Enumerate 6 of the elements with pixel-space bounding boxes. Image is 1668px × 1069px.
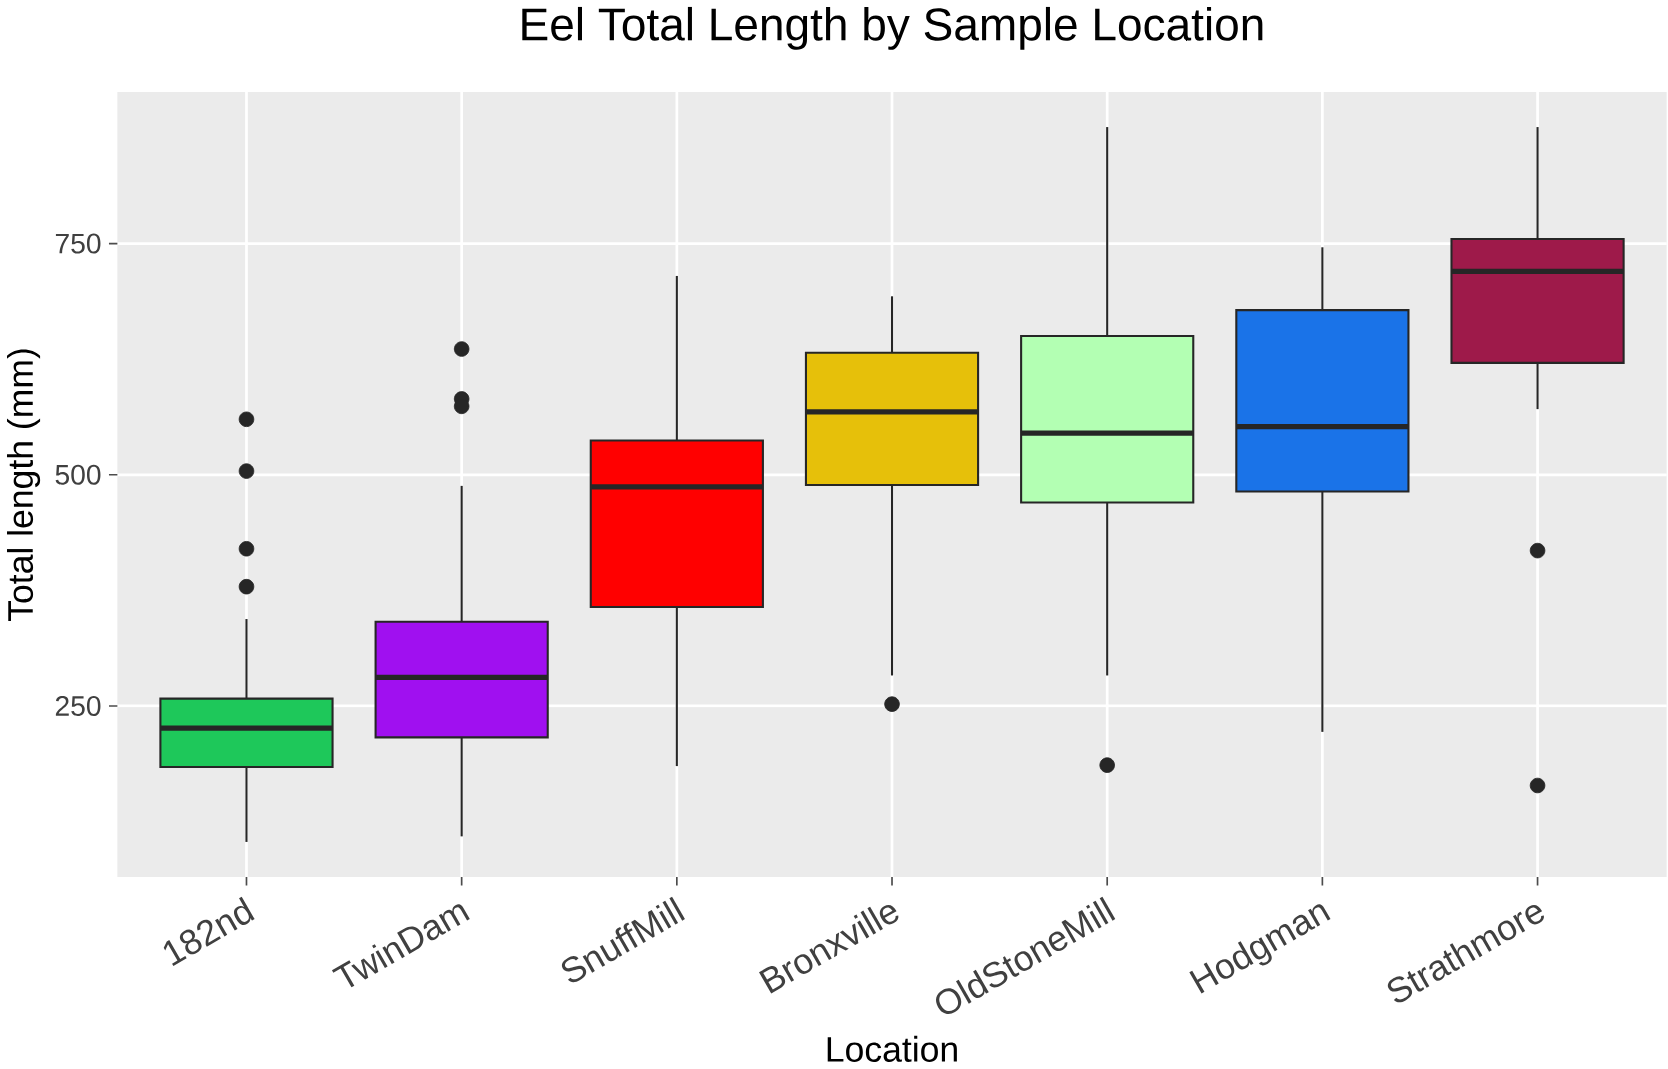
x-axis-title: Location: [827, 1035, 957, 1063]
y-tick-label: 750: [55, 233, 101, 254]
y-tick-label: 250: [55, 696, 101, 716]
y-tick-label: 500: [55, 464, 101, 485]
y-axis-title: Total length (mm): [6, 349, 41, 622]
chart-title: Eel Total Length by Sample Location: [522, 6, 1263, 50]
